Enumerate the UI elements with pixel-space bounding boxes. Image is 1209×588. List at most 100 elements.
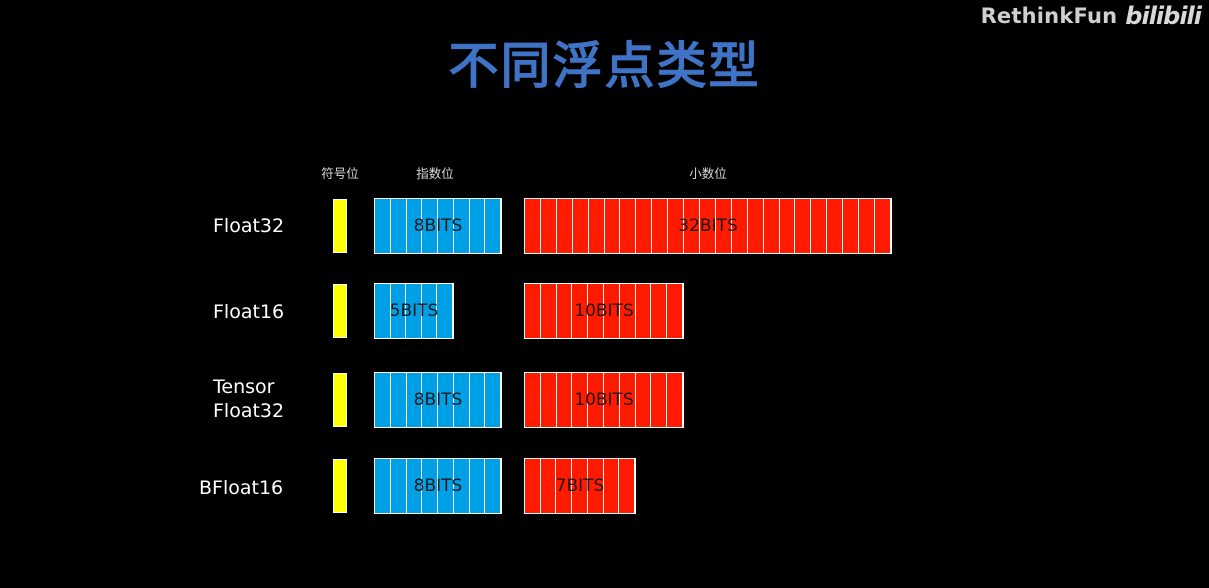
mantissa-bits-bfloat16: 7BITS	[524, 458, 636, 514]
exponent-bit-cell	[406, 373, 423, 427]
exponent-bit-cell	[422, 199, 438, 253]
mantissa-bit-cell	[556, 373, 573, 427]
mantissa-bit-cell	[635, 373, 652, 427]
exponent-bit-cell	[375, 284, 391, 338]
mantissa-bit-cell	[874, 199, 891, 253]
format-name-tensor-float32: Tensor Float32	[213, 376, 285, 422]
mantissa-bits-float32: 32BITS	[524, 198, 892, 254]
sign-bit	[333, 199, 347, 253]
exponent-bit-cell	[390, 284, 407, 338]
exponent-bits-bfloat16: 8BITS	[374, 458, 502, 514]
exponent-bits-float32: 8BITS	[374, 198, 502, 254]
mantissa-bit-cell	[635, 284, 652, 338]
mantissa-bit-cell	[603, 459, 620, 513]
mantissa-bit-cell	[556, 284, 573, 338]
exponent-bits-float16: 5BITS	[374, 283, 454, 339]
exponent-bit-cell	[406, 459, 423, 513]
mantissa-bit-cell	[763, 199, 780, 253]
mantissa-bit-cell	[603, 373, 620, 427]
sign-bit	[333, 284, 347, 338]
exponent-bit-cell	[453, 373, 470, 427]
exponent-bit-cell	[453, 459, 470, 513]
exponent-bits-tensor-float32: 8BITS	[374, 372, 502, 428]
mantissa-bits-tensor-float32: 10BITS	[524, 372, 684, 428]
mantissa-bit-cell	[667, 284, 683, 338]
mantissa-bit-cell	[795, 199, 812, 253]
mantissa-bit-cell	[525, 459, 541, 513]
sign-bit	[333, 373, 347, 427]
mantissa-bit-cell	[620, 199, 637, 253]
mantissa-bit-cell	[572, 284, 589, 338]
mantissa-bit-cell	[556, 199, 573, 253]
mantissa-bit-cell	[715, 199, 732, 253]
exponent-bit-cell	[375, 199, 391, 253]
mantissa-bit-cell	[619, 284, 636, 338]
exponent-bit-cell	[390, 459, 407, 513]
mantissa-bit-cell	[540, 284, 557, 338]
mantissa-bit-cell	[651, 284, 668, 338]
exponent-bit-cell	[437, 284, 453, 338]
exponent-bit-cell	[375, 373, 391, 427]
mantissa-bit-cell	[651, 373, 668, 427]
watermark: RethinkFun bilibili	[980, 2, 1202, 30]
sign-bit	[333, 459, 347, 513]
mantissa-bit-cell	[587, 459, 604, 513]
header-sign-bit: 符号位	[321, 166, 359, 181]
mantissa-bit-cell	[588, 284, 604, 338]
exponent-bit-cell	[469, 199, 486, 253]
mantissa-bit-cell	[652, 199, 669, 253]
mantissa-bit-cell	[572, 199, 589, 253]
header-exponent-bits: 指数位	[416, 166, 454, 181]
mantissa-bit-cell	[540, 199, 557, 253]
slide-title: 不同浮点类型	[448, 37, 761, 95]
mantissa-bit-cell	[603, 284, 620, 338]
mantissa-bits-float16: 10BITS	[524, 283, 684, 339]
mantissa-bit-cell	[779, 199, 796, 253]
exponent-bit-cell	[485, 459, 501, 513]
channel-name: RethinkFun	[980, 4, 1118, 28]
exponent-bit-cell	[438, 199, 454, 253]
mantissa-bit-cell	[525, 373, 541, 427]
exponent-bit-cell	[406, 284, 422, 338]
exponent-bit-cell	[375, 459, 391, 513]
exponent-bit-cell	[422, 373, 438, 427]
format-name-bfloat16: BFloat16	[199, 477, 284, 499]
mantissa-bit-cell	[684, 199, 700, 253]
mantissa-bit-cell	[572, 373, 589, 427]
mantissa-bit-cell	[572, 459, 588, 513]
exponent-bit-cell	[469, 459, 486, 513]
mantissa-bit-cell	[636, 199, 653, 253]
format-name-float32: Float32	[213, 215, 285, 237]
mantissa-bit-cell	[540, 459, 557, 513]
mantissa-bit-cell	[604, 199, 621, 253]
mantissa-bit-cell	[588, 199, 605, 253]
mantissa-bit-cell	[731, 199, 748, 253]
mantissa-bit-cell	[859, 199, 875, 253]
exponent-bit-cell	[438, 459, 454, 513]
mantissa-bit-cell	[843, 199, 860, 253]
bilibili-logo: bilibili	[1125, 2, 1202, 30]
mantissa-bit-cell	[747, 199, 764, 253]
mantissa-bit-cell	[827, 199, 844, 253]
exponent-bit-cell	[485, 373, 501, 427]
mantissa-bit-cell	[667, 373, 683, 427]
mantissa-bit-cell	[556, 459, 573, 513]
mantissa-bit-cell	[619, 459, 636, 513]
mantissa-bit-cell	[525, 199, 541, 253]
mantissa-bit-cell	[699, 199, 716, 253]
exponent-bit-cell	[422, 459, 438, 513]
exponent-bit-cell	[390, 199, 407, 253]
mantissa-bit-cell	[540, 373, 557, 427]
exponent-bit-cell	[390, 373, 407, 427]
format-name-float16: Float16	[213, 301, 285, 323]
exponent-bit-cell	[485, 199, 501, 253]
mantissa-bit-cell	[668, 199, 685, 253]
mantissa-bit-cell	[525, 284, 541, 338]
mantissa-bit-cell	[619, 373, 636, 427]
exponent-bit-cell	[438, 373, 454, 427]
exponent-bit-cell	[453, 199, 470, 253]
exponent-bit-cell	[421, 284, 438, 338]
header-mantissa-bits: 小数位	[689, 166, 727, 181]
mantissa-bit-cell	[811, 199, 828, 253]
